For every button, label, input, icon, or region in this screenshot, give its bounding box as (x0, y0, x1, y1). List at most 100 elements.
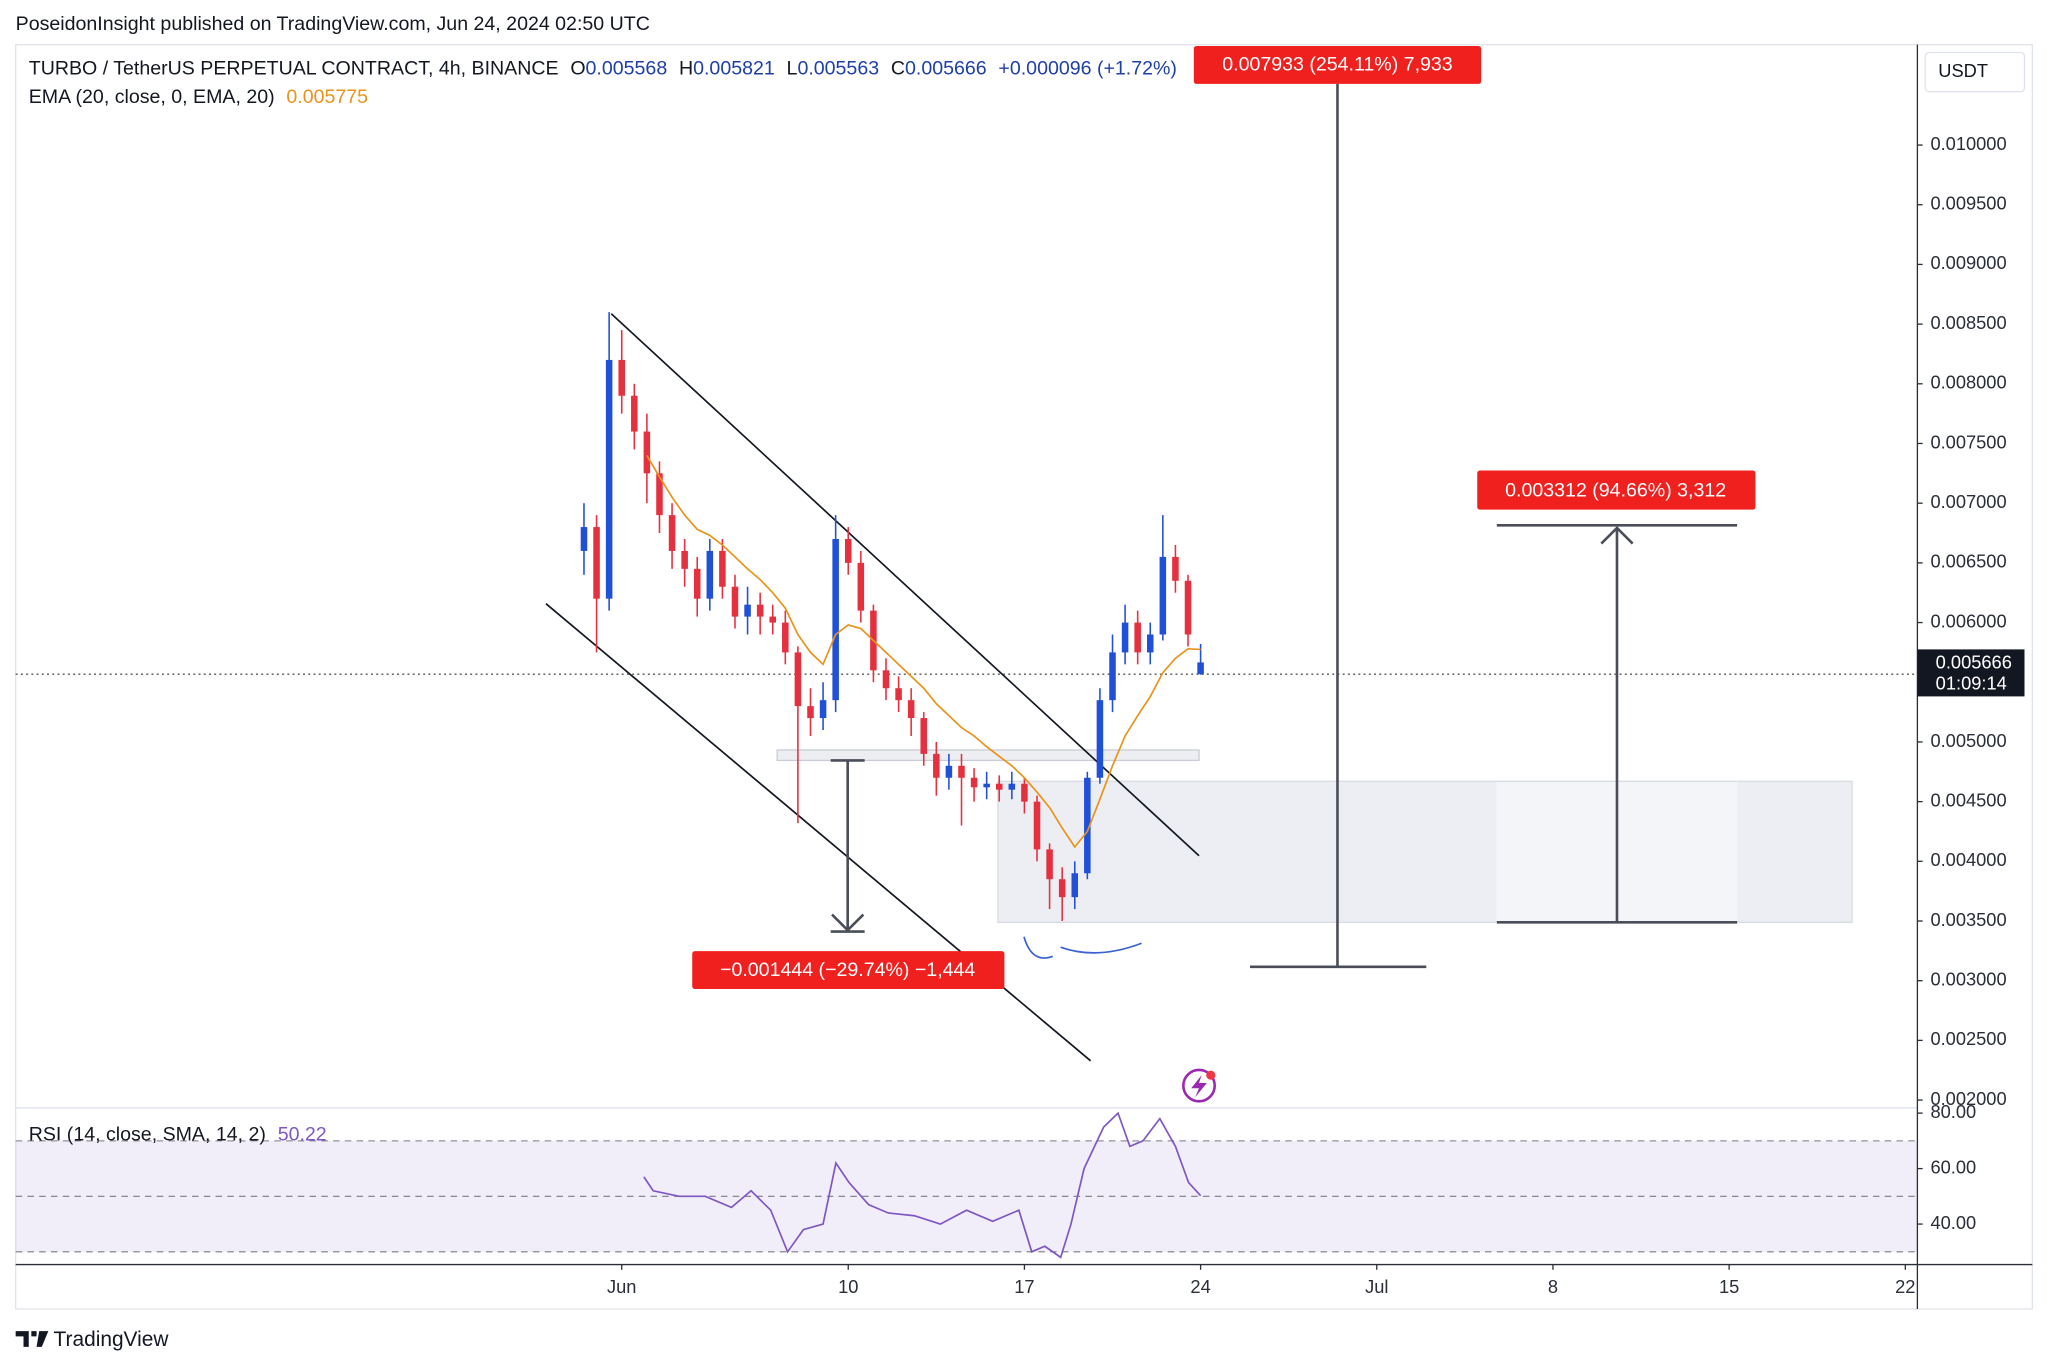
currency-button[interactable] (1924, 51, 2026, 93)
sketch-curve (1023, 936, 1142, 959)
ema-legend: EMA (20, close, 0, EMA, 20) 0.005775 (29, 86, 368, 108)
candle-body (1172, 556, 1179, 581)
ohlc-value: 0.005568 (586, 58, 668, 80)
y-tick-label: 0.009000 (1930, 252, 2006, 273)
candle-body (1096, 700, 1104, 778)
candle-body (907, 700, 915, 719)
legend-entry: RSI (14, close, SMA, 14, 2) (29, 1123, 266, 1145)
candle-body (1033, 801, 1041, 850)
candle-body (945, 765, 953, 778)
candle-body (920, 718, 928, 754)
series-line (643, 1111, 1202, 1259)
candle-body (1008, 783, 1016, 790)
y-tick-label: 0.009500 (1930, 193, 2006, 214)
symbol-legend: TURBO / TetherUS PERPETUAL CONTRACT, 4h,… (29, 58, 1177, 80)
x-tick-label: 10 (838, 1276, 858, 1297)
candle-body (668, 515, 676, 551)
candle-body (1134, 622, 1141, 653)
candle-body (844, 538, 852, 563)
publisher: PoseidonInsight published on TradingView… (16, 13, 650, 35)
candle-body (882, 670, 890, 689)
support-bar (776, 749, 1200, 762)
last-price: 0.005666 (1936, 652, 2012, 673)
countdown: 01:09:14 (1936, 672, 2007, 693)
zone-border (997, 780, 1853, 924)
ohlc-value: 0.005821 (693, 58, 775, 80)
measure-label: 0.007933 (254.11%) 7,933 (1222, 54, 1453, 76)
candle-body (706, 550, 714, 599)
y-tick-label: 40.00 (1930, 1212, 1976, 1233)
candle-body (958, 765, 965, 778)
y-tick-label: 60.00 (1930, 1156, 1976, 1177)
y-tick-label: 80.00 (1930, 1101, 1976, 1122)
y-tick-label: 0.004500 (1930, 789, 2006, 810)
change: +0.000096 (+1.72%) (998, 58, 1177, 80)
brand: TradingView (54, 1328, 170, 1351)
y-tick-label: 0.008500 (1930, 312, 2006, 333)
x-tick-label: Jul (1365, 1276, 1388, 1297)
last-price-box (1917, 649, 2025, 697)
candle-body (970, 777, 978, 788)
y-tick-label: 0.006000 (1930, 610, 2006, 631)
y-tick-label: 0.002000 (1930, 1088, 2006, 1109)
candle-body (1159, 556, 1167, 635)
candle-body (593, 527, 600, 599)
zone (997, 781, 1497, 923)
currency: USDT (1938, 60, 1988, 81)
ohlc-key: C (891, 58, 905, 80)
candle-body (995, 783, 1003, 790)
measure-label-box (1193, 45, 1482, 84)
candle-body (756, 604, 764, 617)
x-tick-label: 22 (1895, 1276, 1915, 1297)
candle-body (631, 395, 638, 432)
candle-body (643, 431, 651, 474)
candle-body (1058, 879, 1066, 898)
rsi-band (15, 1140, 1918, 1252)
y-tick-label: 0.006500 (1930, 551, 2006, 572)
candle-body (807, 706, 814, 719)
rsi-legend: RSI (14, close, SMA, 14, 2) 50.22 (29, 1123, 327, 1145)
y-tick-label: 0.007500 (1930, 431, 2006, 452)
alert-dot (1206, 1070, 1216, 1080)
rsi-background (15, 1140, 1918, 1253)
y-tick-label: 0.002500 (1930, 1028, 2006, 1049)
logo-mark (15, 1331, 49, 1347)
ohlc-key: H (679, 58, 693, 80)
legend-value: 0.005775 (286, 86, 368, 108)
y-tick-label: 0.003500 (1930, 909, 2006, 930)
candle-body (1197, 662, 1204, 675)
candle-body (1121, 622, 1129, 653)
alert-icon[interactable] (1182, 1068, 1216, 1103)
candle-body (744, 604, 751, 617)
measure-arrow (1600, 526, 1634, 545)
measure-label: 0.003312 (94.66%) 3,312 (1505, 480, 1726, 502)
x-tick-label: 24 (1190, 1276, 1210, 1297)
candle-body (1109, 652, 1116, 701)
ohlc-key: O (570, 58, 585, 80)
measure-label-box (692, 951, 1005, 989)
candle-body (794, 652, 802, 707)
candle-body (769, 616, 777, 623)
measure-label-box (1477, 470, 1756, 510)
series-line (646, 454, 1201, 849)
ohlc-value: 0.005563 (797, 58, 879, 80)
x-tick-label: Jun (607, 1276, 636, 1297)
candle-body (656, 473, 663, 516)
y-tick-label: 0.004000 (1930, 849, 2006, 870)
candle-body (693, 568, 701, 599)
y-tick-label: 0.007000 (1930, 491, 2006, 512)
alert-bolt (1191, 1075, 1207, 1098)
legend-value: 50.22 (278, 1123, 327, 1145)
candle-body (1071, 873, 1079, 898)
x-tick-label: 8 (1548, 1276, 1558, 1297)
ohlc-value: 0.005666 (905, 58, 987, 80)
brand-logo: TradingView (15, 1328, 170, 1351)
zone (1737, 781, 1853, 923)
candle-body (857, 562, 865, 611)
candle-body (681, 550, 688, 569)
candle-body (580, 527, 588, 551)
candle-body (1184, 580, 1192, 635)
y-tick-label: 0.005000 (1930, 730, 2006, 751)
